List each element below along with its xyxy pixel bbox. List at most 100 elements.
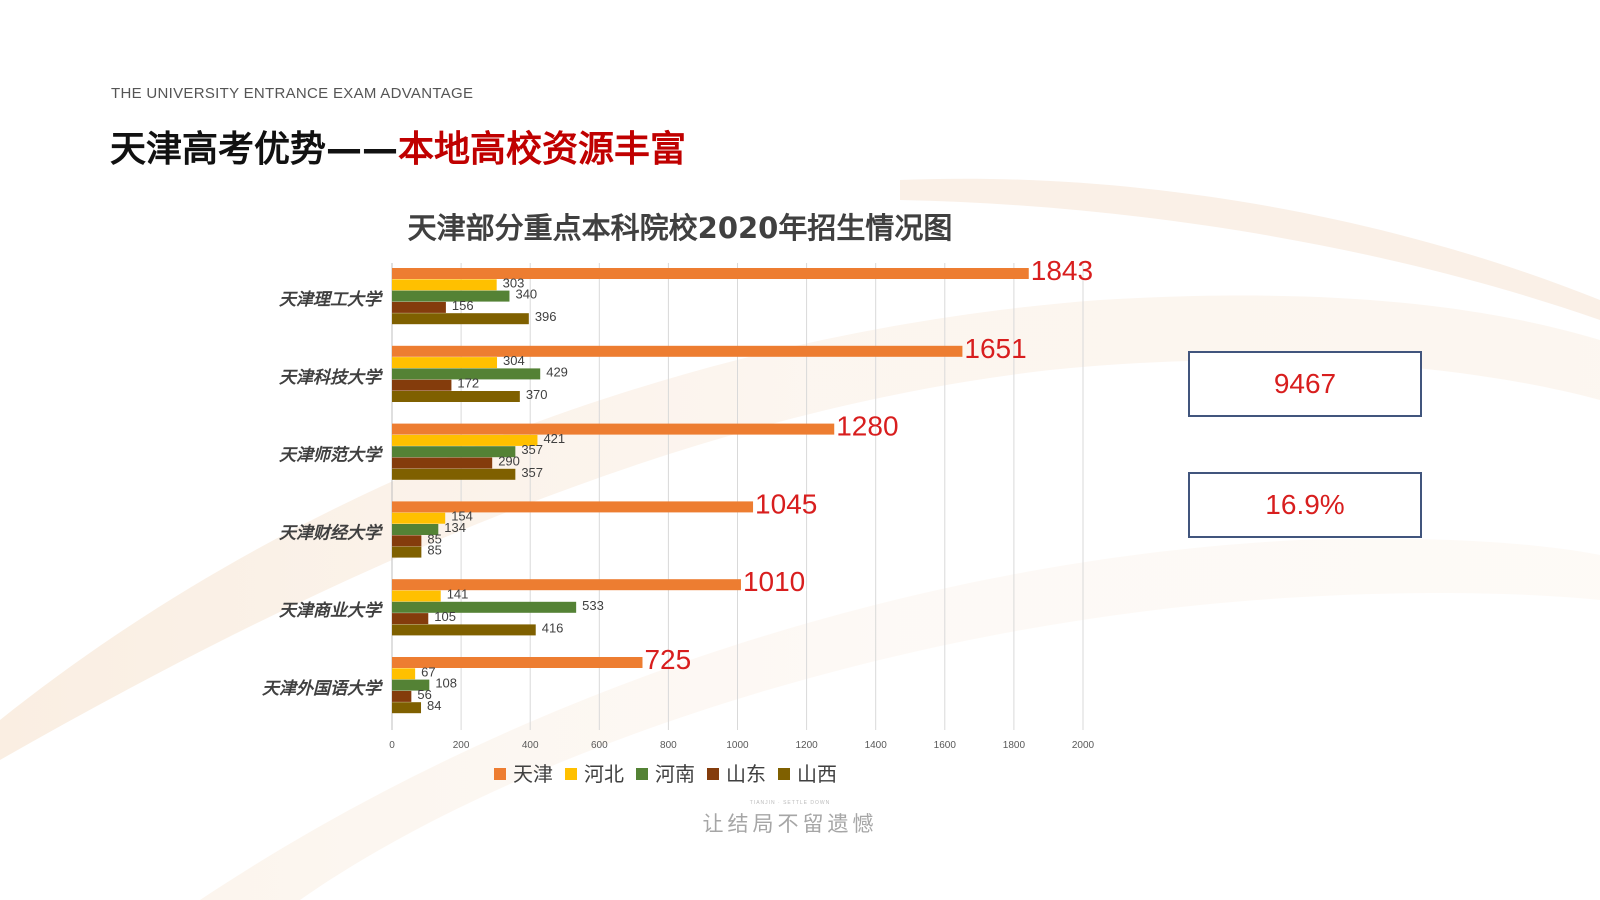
bar-河北 <box>392 668 416 680</box>
category-label: 天津外国语大学 <box>262 679 384 699</box>
data-label: 290 <box>498 454 520 469</box>
legend-label: 河北 <box>584 762 624 786</box>
bar-天津 <box>392 345 963 357</box>
bar-山东 <box>392 535 422 547</box>
data-label: 304 <box>503 353 525 368</box>
title-accent: 本地高校资源丰富 <box>398 129 687 170</box>
data-label: 56 <box>417 687 431 702</box>
data-label: 108 <box>435 676 457 691</box>
data-label: 357 <box>521 442 543 457</box>
legend-swatch <box>636 768 648 780</box>
category-label: 天津理工大学 <box>279 290 384 310</box>
data-label: 85 <box>427 531 441 546</box>
chart-title: 天津部分重点本科院校2020年招生情况图 <box>407 211 953 245</box>
bar-山西 <box>392 702 422 714</box>
x-tick-label: 1400 <box>865 740 888 751</box>
bar-河北 <box>392 434 538 446</box>
data-label: 156 <box>452 298 474 313</box>
bar-河南 <box>392 601 577 613</box>
percent-stat-box: 16.9% <box>1188 472 1422 538</box>
data-label: 340 <box>515 287 537 302</box>
data-label: 105 <box>434 609 456 624</box>
bar-山西 <box>392 624 536 636</box>
bar-河南 <box>392 446 516 458</box>
bar-河北 <box>392 590 441 602</box>
subtitle-english: THE UNIVERSITY ENTRANCE EXAM ADVANTAGE <box>111 85 474 102</box>
data-label: 67 <box>421 664 435 679</box>
bar-河南 <box>392 290 510 302</box>
x-tick-label: 2000 <box>1072 740 1095 751</box>
title-main: 天津高考优势—— <box>110 129 399 170</box>
x-tick-label: 200 <box>453 740 470 751</box>
bar-河北 <box>392 279 497 291</box>
data-label: 533 <box>582 598 604 613</box>
category-label: 天津商业大学 <box>279 601 384 621</box>
legend-label: 山西 <box>797 762 837 786</box>
bar-山东 <box>392 690 412 702</box>
page-title: 天津高考优势——本地高校资源丰富 <box>110 120 686 172</box>
data-label: 303 <box>503 275 525 290</box>
bar-河南 <box>392 368 541 380</box>
bar-山西 <box>392 546 422 558</box>
x-tick-label: 600 <box>591 740 608 751</box>
bar-河南 <box>392 524 439 535</box>
category-label: 天津师范大学 <box>279 446 384 466</box>
legend-swatch <box>707 768 719 780</box>
x-tick-label: 1200 <box>795 740 818 751</box>
data-label-tianjin: 1010 <box>743 566 805 597</box>
legend-swatch <box>778 768 790 780</box>
data-label: 396 <box>535 309 557 324</box>
data-label: 357 <box>521 465 543 480</box>
bar-天津 <box>392 657 643 668</box>
category-label: 天津科技大学 <box>279 368 384 388</box>
footer-small-text: TIANJIN · SETTLE DOWN <box>749 800 831 806</box>
bar-山西 <box>392 391 520 402</box>
x-tick-label: 1600 <box>934 740 957 751</box>
x-tick-label: 1800 <box>1003 740 1026 751</box>
legend-label: 河南 <box>655 762 695 786</box>
bar-河北 <box>392 357 498 369</box>
data-label-tianjin: 1651 <box>964 333 1026 364</box>
legend-swatch <box>494 768 506 780</box>
total-stat-box: 9467 <box>1188 351 1422 417</box>
bar-天津 <box>392 268 1029 279</box>
data-label-tianjin: 1280 <box>836 411 898 442</box>
data-label: 370 <box>526 387 548 402</box>
bar-天津 <box>392 423 835 435</box>
footer-slogan: 让结局不留遗憾 <box>702 812 878 836</box>
x-tick-label: 800 <box>660 740 677 751</box>
data-label: 141 <box>447 587 469 602</box>
data-label: 84 <box>427 698 441 713</box>
bar-山东 <box>392 301 446 313</box>
bar-天津 <box>392 579 741 591</box>
data-label-tianjin: 725 <box>644 644 691 675</box>
legend-label: 天津 <box>513 762 553 786</box>
data-label: 85 <box>427 543 441 558</box>
x-tick-label: 0 <box>389 740 395 751</box>
bar-山东 <box>392 379 452 391</box>
category-label: 天津财经大学 <box>279 523 384 543</box>
bar-河北 <box>392 512 446 524</box>
bar-天津 <box>392 501 754 513</box>
legend-swatch <box>565 768 577 780</box>
bar-河南 <box>392 679 430 691</box>
data-label: 154 <box>451 509 473 524</box>
data-label-tianjin: 1843 <box>1031 255 1093 286</box>
data-label: 429 <box>546 364 568 379</box>
data-label: 416 <box>542 620 564 635</box>
percent-value: 16.9% <box>1265 489 1345 520</box>
bar-山东 <box>392 457 493 469</box>
total-value: 9467 <box>1273 368 1337 399</box>
bar-山西 <box>392 468 516 480</box>
data-label: 421 <box>543 431 565 446</box>
x-tick-label: 400 <box>522 740 539 751</box>
bar-山东 <box>392 613 429 625</box>
data-label: 172 <box>457 376 479 391</box>
data-label-tianjin: 1045 <box>755 488 817 519</box>
legend-label: 山东 <box>726 762 766 786</box>
bar-山西 <box>392 313 529 325</box>
x-tick-label: 1000 <box>726 740 749 751</box>
data-label: 134 <box>444 520 466 535</box>
